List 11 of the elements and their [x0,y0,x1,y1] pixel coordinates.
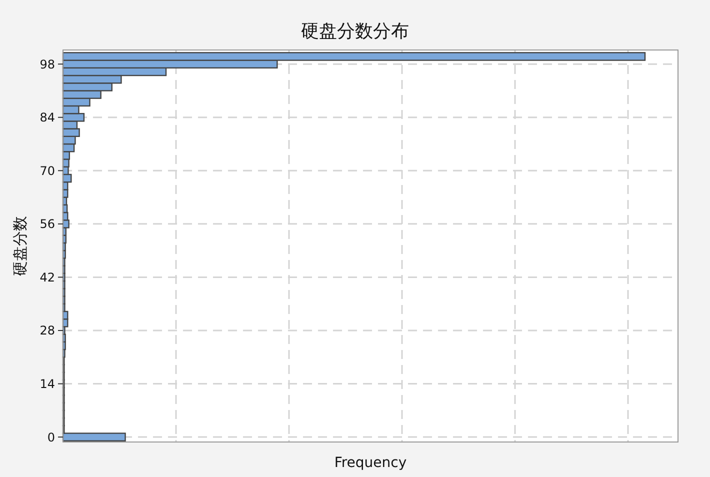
y-tick-label: 28 [40,324,55,338]
y-axis-title: 硬盘分数 [11,216,29,276]
y-tick-label: 98 [40,57,55,72]
y-tick-label: 70 [40,164,55,178]
y-tick-label: 0 [47,430,55,444]
y-tick-label: 84 [40,110,55,125]
x-axis-title: Frequency [334,455,407,471]
chart-title: 硬盘分数分布 [301,21,409,42]
y-tick-label: 14 [40,376,55,391]
y-tick-label: 56 [40,217,55,232]
y-tick-label: 42 [40,270,55,284]
